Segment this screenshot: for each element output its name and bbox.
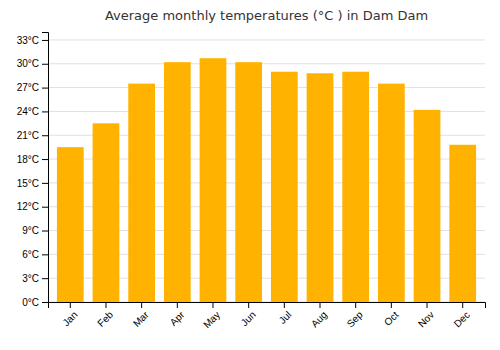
y-tick: 21°C [17, 130, 48, 141]
x-axis: Jan Feb Mar Apr May Jun Jul Aug Sep Oct Nov Dec [49, 302, 486, 330]
x-tick-mark [320, 302, 321, 308]
x-tick-mark [105, 302, 106, 308]
y-tick: 30°C [17, 58, 48, 69]
y-tick-mark [42, 302, 48, 303]
y-tick-mark [42, 254, 48, 255]
y-tick-label: 18°C [17, 154, 39, 165]
grid-line [48, 39, 485, 40]
x-tick: Feb [95, 302, 115, 329]
x-tick-mark [212, 302, 213, 308]
x-tick-label: Apr [168, 309, 187, 328]
bar [271, 72, 298, 302]
grid-line [48, 87, 485, 88]
chart: 0°C 3°C 6°C 9°C 12°C 15°C 18°C 21°C 24°C 27°C 30°C… [0, 0, 500, 350]
bar [200, 58, 227, 302]
bar [342, 72, 369, 302]
x-tick-label: Aug [309, 309, 329, 329]
y-tick-label: 3°C [22, 273, 39, 284]
x-tick: Dec [452, 302, 472, 329]
x-tick-mark [427, 302, 428, 308]
y-tick-mark [42, 207, 48, 208]
x-tick: Jul [277, 302, 294, 326]
plot-area: 0°C 3°C 6°C 9°C 12°C 15°C 18°C 21°C 24°C 27°C 30°C… [17, 33, 486, 331]
x-tick-mark [462, 302, 463, 308]
y-axis: 0°C 3°C 6°C 9°C 12°C 15°C 18°C 21°C 24°C 27°C 30°C… [17, 33, 49, 308]
x-tick-label: May [201, 309, 222, 330]
y-tick-label: 27°C [17, 82, 39, 93]
y-tick: 6°C [22, 249, 48, 260]
y-tick-label: 6°C [22, 249, 39, 260]
x-tick-label: Jun [239, 309, 258, 328]
y-tick-label: 24°C [17, 106, 39, 117]
title: Average monthly temperatures (°C ) in Da… [105, 8, 428, 23]
x-tick: Oct [382, 302, 401, 328]
y-tick: 12°C [17, 201, 48, 212]
x-tick-label: Sep [345, 309, 366, 330]
y-tick-label: 12°C [17, 201, 39, 212]
x-tick-label: Jan [60, 309, 79, 328]
y-tick-mark [42, 159, 48, 160]
y-tick: 27°C [17, 82, 48, 93]
x-tick-mark [70, 302, 71, 308]
grid-line [48, 63, 485, 64]
x-tick-label: Jul [277, 309, 294, 326]
y-tick: 24°C [17, 106, 48, 117]
y-tick-label: 33°C [17, 35, 39, 46]
x-tick: Jun [239, 302, 258, 328]
y-tick: 0°C [22, 297, 48, 308]
x-tick-label: Dec [452, 309, 472, 329]
y-tick: 18°C [17, 154, 48, 165]
y-tick-label: 0°C [22, 297, 39, 308]
y-tick-label: 15°C [17, 178, 39, 189]
x-tick-mark [355, 302, 356, 308]
bar [449, 145, 476, 302]
bar [414, 110, 441, 302]
y-tick-mark [42, 135, 48, 136]
x-tick-mark [177, 302, 178, 308]
x-tick-mark [391, 302, 392, 308]
x-axis-line [49, 303, 486, 309]
y-tick-label: 30°C [17, 58, 39, 69]
bar [378, 84, 405, 302]
y-tick: 33°C [17, 35, 48, 46]
bars [57, 58, 476, 302]
x-tick: Aug [309, 302, 329, 329]
y-tick-mark [42, 88, 48, 89]
y-tick-mark [42, 111, 48, 112]
x-tick-mark [248, 302, 249, 308]
y-tick-mark [42, 231, 48, 232]
x-tick-label: Feb [95, 309, 115, 329]
bar [164, 62, 191, 302]
x-tick: May [201, 302, 222, 330]
y-tick-label: 9°C [22, 225, 39, 236]
x-tick: Apr [168, 302, 187, 328]
bar [57, 147, 84, 302]
y-tick-label: 21°C [17, 130, 39, 141]
bar [235, 62, 262, 302]
x-tick: Jan [60, 302, 79, 328]
x-tick: Mar [131, 302, 151, 329]
y-tick: 15°C [17, 178, 48, 189]
y-tick-mark [42, 64, 48, 65]
x-tick-mark [141, 302, 142, 308]
x-tick-mark [284, 302, 285, 308]
y-axis-line [42, 33, 49, 303]
x-tick-label: Mar [131, 309, 151, 329]
y-tick: 3°C [22, 273, 48, 284]
bar [128, 84, 155, 302]
y-tick: 9°C [22, 225, 48, 236]
x-tick: Sep [345, 302, 366, 329]
x-tick: Nov [416, 302, 436, 329]
bar [93, 123, 120, 302]
x-tick-label: Oct [382, 309, 401, 328]
grid [48, 40, 485, 302]
y-tick-mark [42, 278, 48, 279]
y-tick-mark [42, 183, 48, 184]
bar [307, 73, 334, 302]
x-tick-label: Nov [416, 309, 436, 329]
y-tick-mark [42, 40, 48, 41]
